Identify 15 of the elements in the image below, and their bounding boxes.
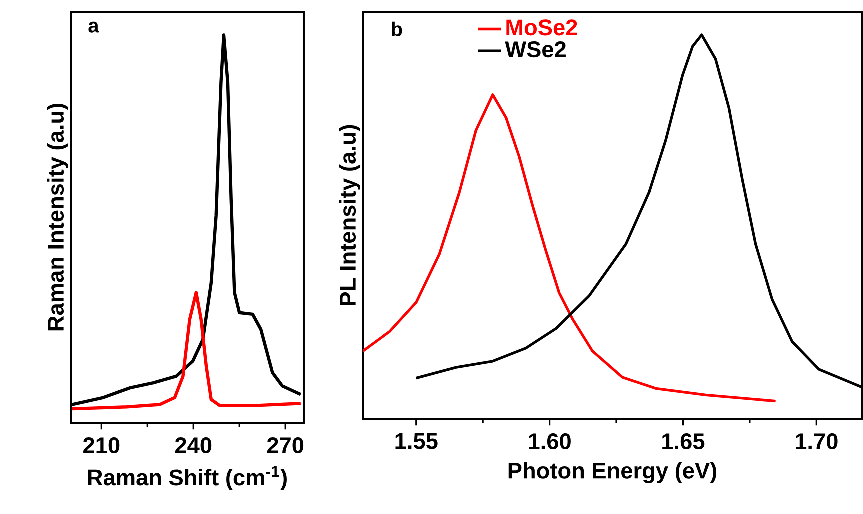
- x-tick-label: 210: [84, 437, 120, 454]
- annotation: b: [392, 22, 402, 37]
- x-tick-label: 240: [176, 437, 212, 454]
- x-tick-label: 1.65: [662, 433, 705, 450]
- x-tick-label: 1.55: [396, 433, 438, 450]
- x-axis-title: Photon Energy (eV): [508, 462, 717, 484]
- x-tick-label: 270: [267, 437, 304, 454]
- x-axis-title: Raman Shift (cm$^{-1}$): [88, 466, 287, 490]
- legend-label: WSe2: [505, 42, 566, 58]
- x-tick-label: 1.60: [529, 433, 571, 450]
- text: a: [88, 22, 100, 33]
- x-tick-label: 1.70: [796, 433, 838, 450]
- y-axis-title: PL Intensity (a.u): [339, 125, 361, 306]
- legend-label: MoSe2: [506, 20, 578, 36]
- y-axis-title: Raman Intensity (a.u): [47, 104, 69, 331]
